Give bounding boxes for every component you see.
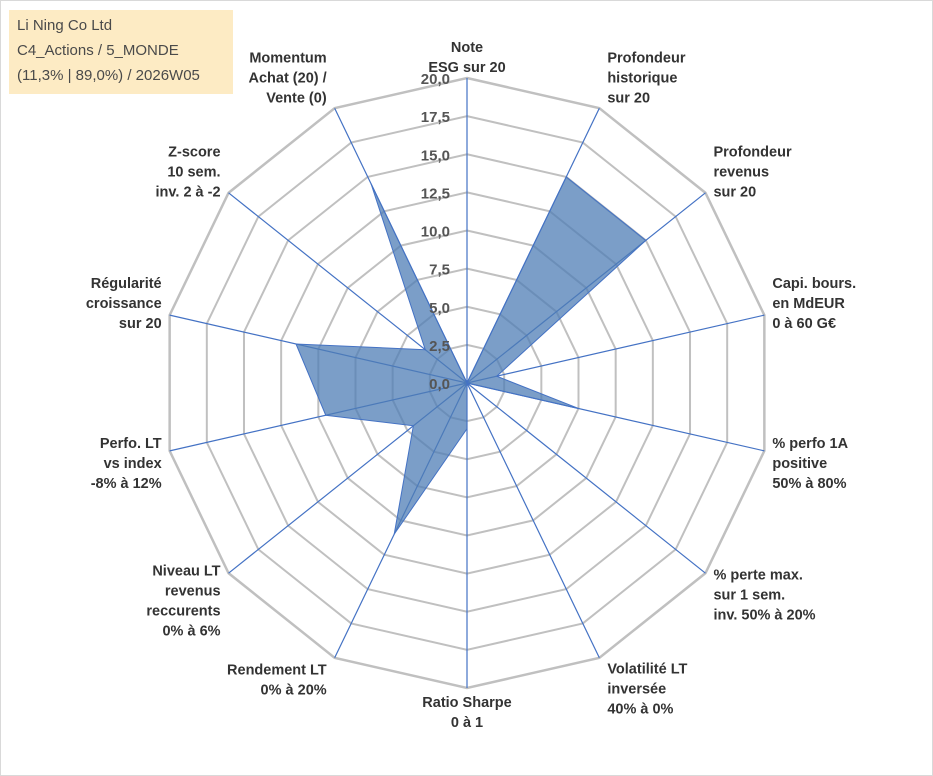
tick-label-layer: 0,0 2,5 5,0 7,5 10,0 12,5 15,0 17,5 20,0 bbox=[421, 71, 450, 393]
score-period: (11,3% | 89,0%) / 2026W05 bbox=[17, 67, 200, 84]
axis-label: Momentum Achat (20) / Vente (0) bbox=[248, 51, 326, 107]
axis-spoke bbox=[466, 314, 765, 384]
axis-label: % perfo 1A positive 50% à 80% bbox=[772, 436, 848, 492]
tick-label: 2,5 bbox=[429, 338, 450, 355]
axis-label: Profondeur historique sur 20 bbox=[607, 51, 685, 107]
tick-label: 0,0 bbox=[429, 376, 450, 393]
portfolio-category: C4_Actions / 5_MONDE bbox=[17, 42, 179, 59]
company-name: Li Ning Co Ltd bbox=[17, 17, 113, 34]
series-area-layer bbox=[295, 176, 647, 535]
axis-label-layer: Note ESG sur 20 Profondeur historique sur 20… bbox=[86, 40, 856, 731]
axis-label: Régularité croissance sur 20 bbox=[86, 276, 162, 332]
info-box: Li Ning Co Ltd C4_Actions / 5_MONDE (11,… bbox=[9, 10, 233, 94]
axis-label: Profondeur revenus sur 20 bbox=[713, 145, 791, 201]
tick-label: 7,5 bbox=[429, 262, 450, 279]
tick-label: 10,0 bbox=[421, 224, 450, 241]
axis-label: Rendement LT 0% à 20% bbox=[227, 662, 327, 698]
axis-label: Z-score 10 sem. inv. 2 à -2 bbox=[156, 145, 221, 201]
axis-label: Volatilité LT inversée 40% à 0% bbox=[607, 661, 687, 717]
axis-spoke bbox=[466, 382, 600, 659]
axis-label: Ratio Sharpe 0 à 1 bbox=[422, 695, 511, 731]
axis-label: Note ESG sur 20 bbox=[428, 40, 505, 76]
axis-label: Perfo. LT vs index -8% à 12% bbox=[91, 436, 162, 492]
tick-label: 15,0 bbox=[421, 147, 450, 164]
series-area bbox=[295, 176, 647, 535]
tick-label: 5,0 bbox=[429, 300, 450, 317]
tick-label: 12,5 bbox=[421, 185, 450, 202]
axis-spoke bbox=[466, 382, 706, 574]
axis-label: % perte max. sur 1 sem. inv. 50% à 20% bbox=[713, 567, 815, 623]
tick-label: 20,0 bbox=[421, 71, 450, 88]
axis-label: Niveau LT revenus reccurents 0% à 6% bbox=[146, 564, 220, 640]
axis-label: Capi. bours. en MdEUR 0 à 60 G€ bbox=[772, 276, 856, 332]
tick-label: 17,5 bbox=[421, 109, 450, 126]
